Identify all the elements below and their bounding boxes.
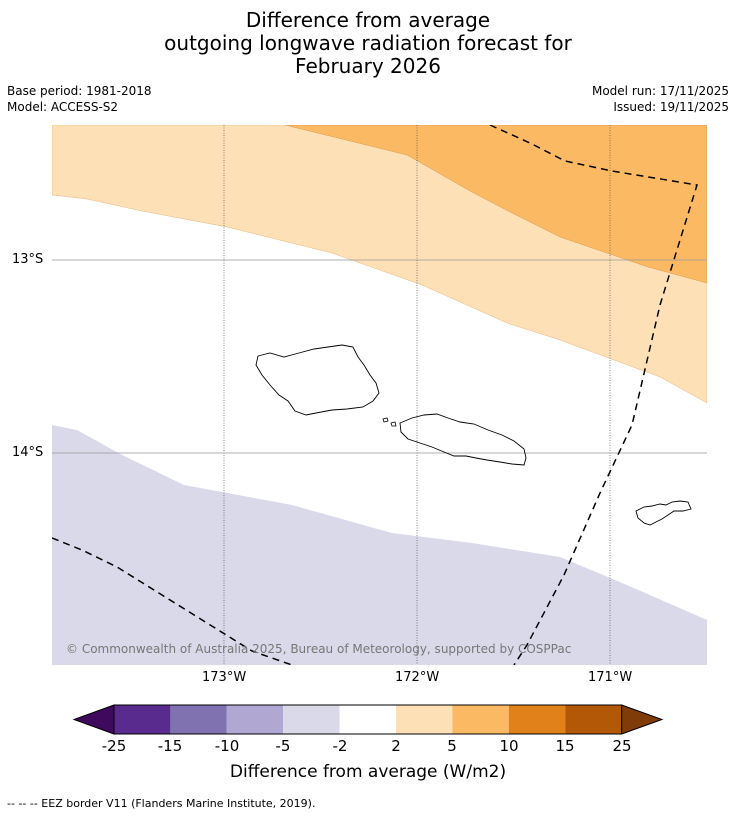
colorbar-tick: 5 [447,737,457,755]
model-name: Model: ACCESS-S2 [7,100,119,114]
lon-label-172w: 172°W [395,670,440,685]
colorbar-tick: 10 [499,737,519,755]
colorbar-swatch [283,705,340,734]
tutuila-island [635,500,692,526]
colorbar-swatch [452,705,509,734]
colorbar-tick: -10 [214,737,240,755]
colorbar-extend-low [72,704,115,735]
manono-island [382,417,389,423]
model-run: Model run: 17/11/2025 [591,84,729,98]
colorbar-outline [113,704,623,735]
eez-footnote: -- -- -- EEZ border V11 (Flanders Marine… [7,797,316,810]
apolima-island [390,421,397,427]
copyright-notice: © Commonwealth of Australia 2025, Bureau… [66,642,572,656]
colorbar-tick: -25 [101,737,127,755]
anomaly-band-5-to-10 [284,125,707,284]
savaii-island [255,344,380,416]
title-line-2: outgoing longwave radiation forecast for [164,31,572,55]
colorbar-extend-high [621,704,664,735]
issued-date: Issued: 19/11/2025 [613,100,729,114]
colorbar-tick: -15 [157,737,183,755]
colorbar-swatch [170,705,227,734]
colorbar-tick: -2 [332,737,348,755]
lon-label-173w: 173°W [202,670,247,685]
colorbar-swatch [508,705,566,734]
colorbar-swatch [565,705,622,734]
colorbar-swatch [226,705,284,734]
colorbar [72,704,664,735]
anomaly-band-neg5-to-neg2 [52,425,707,665]
colorbar-tick: 15 [555,737,575,755]
colorbar-tick: 2 [391,737,401,755]
upolu-island [399,413,527,466]
forecast-map [52,125,707,665]
colorbar-tick: 25 [612,737,632,755]
lat-label-13s: 13°S [12,252,44,267]
title-line-1: Difference from average [245,8,491,32]
eez-border-southwest [52,537,293,665]
colorbar-swatch [396,705,453,734]
colorbar-title: Difference from average (W/m2) [229,762,507,782]
base-period: Base period: 1981-2018 [7,84,152,98]
lat-label-14s: 14°S [12,445,44,460]
colorbar-swatch [114,705,171,734]
lon-label-171w: 171°W [588,670,633,685]
title-line-3: February 2026 [295,54,441,78]
eez-border-north [489,125,698,665]
colorbar-tick: -5 [275,737,291,755]
colorbar-swatch [339,705,396,734]
